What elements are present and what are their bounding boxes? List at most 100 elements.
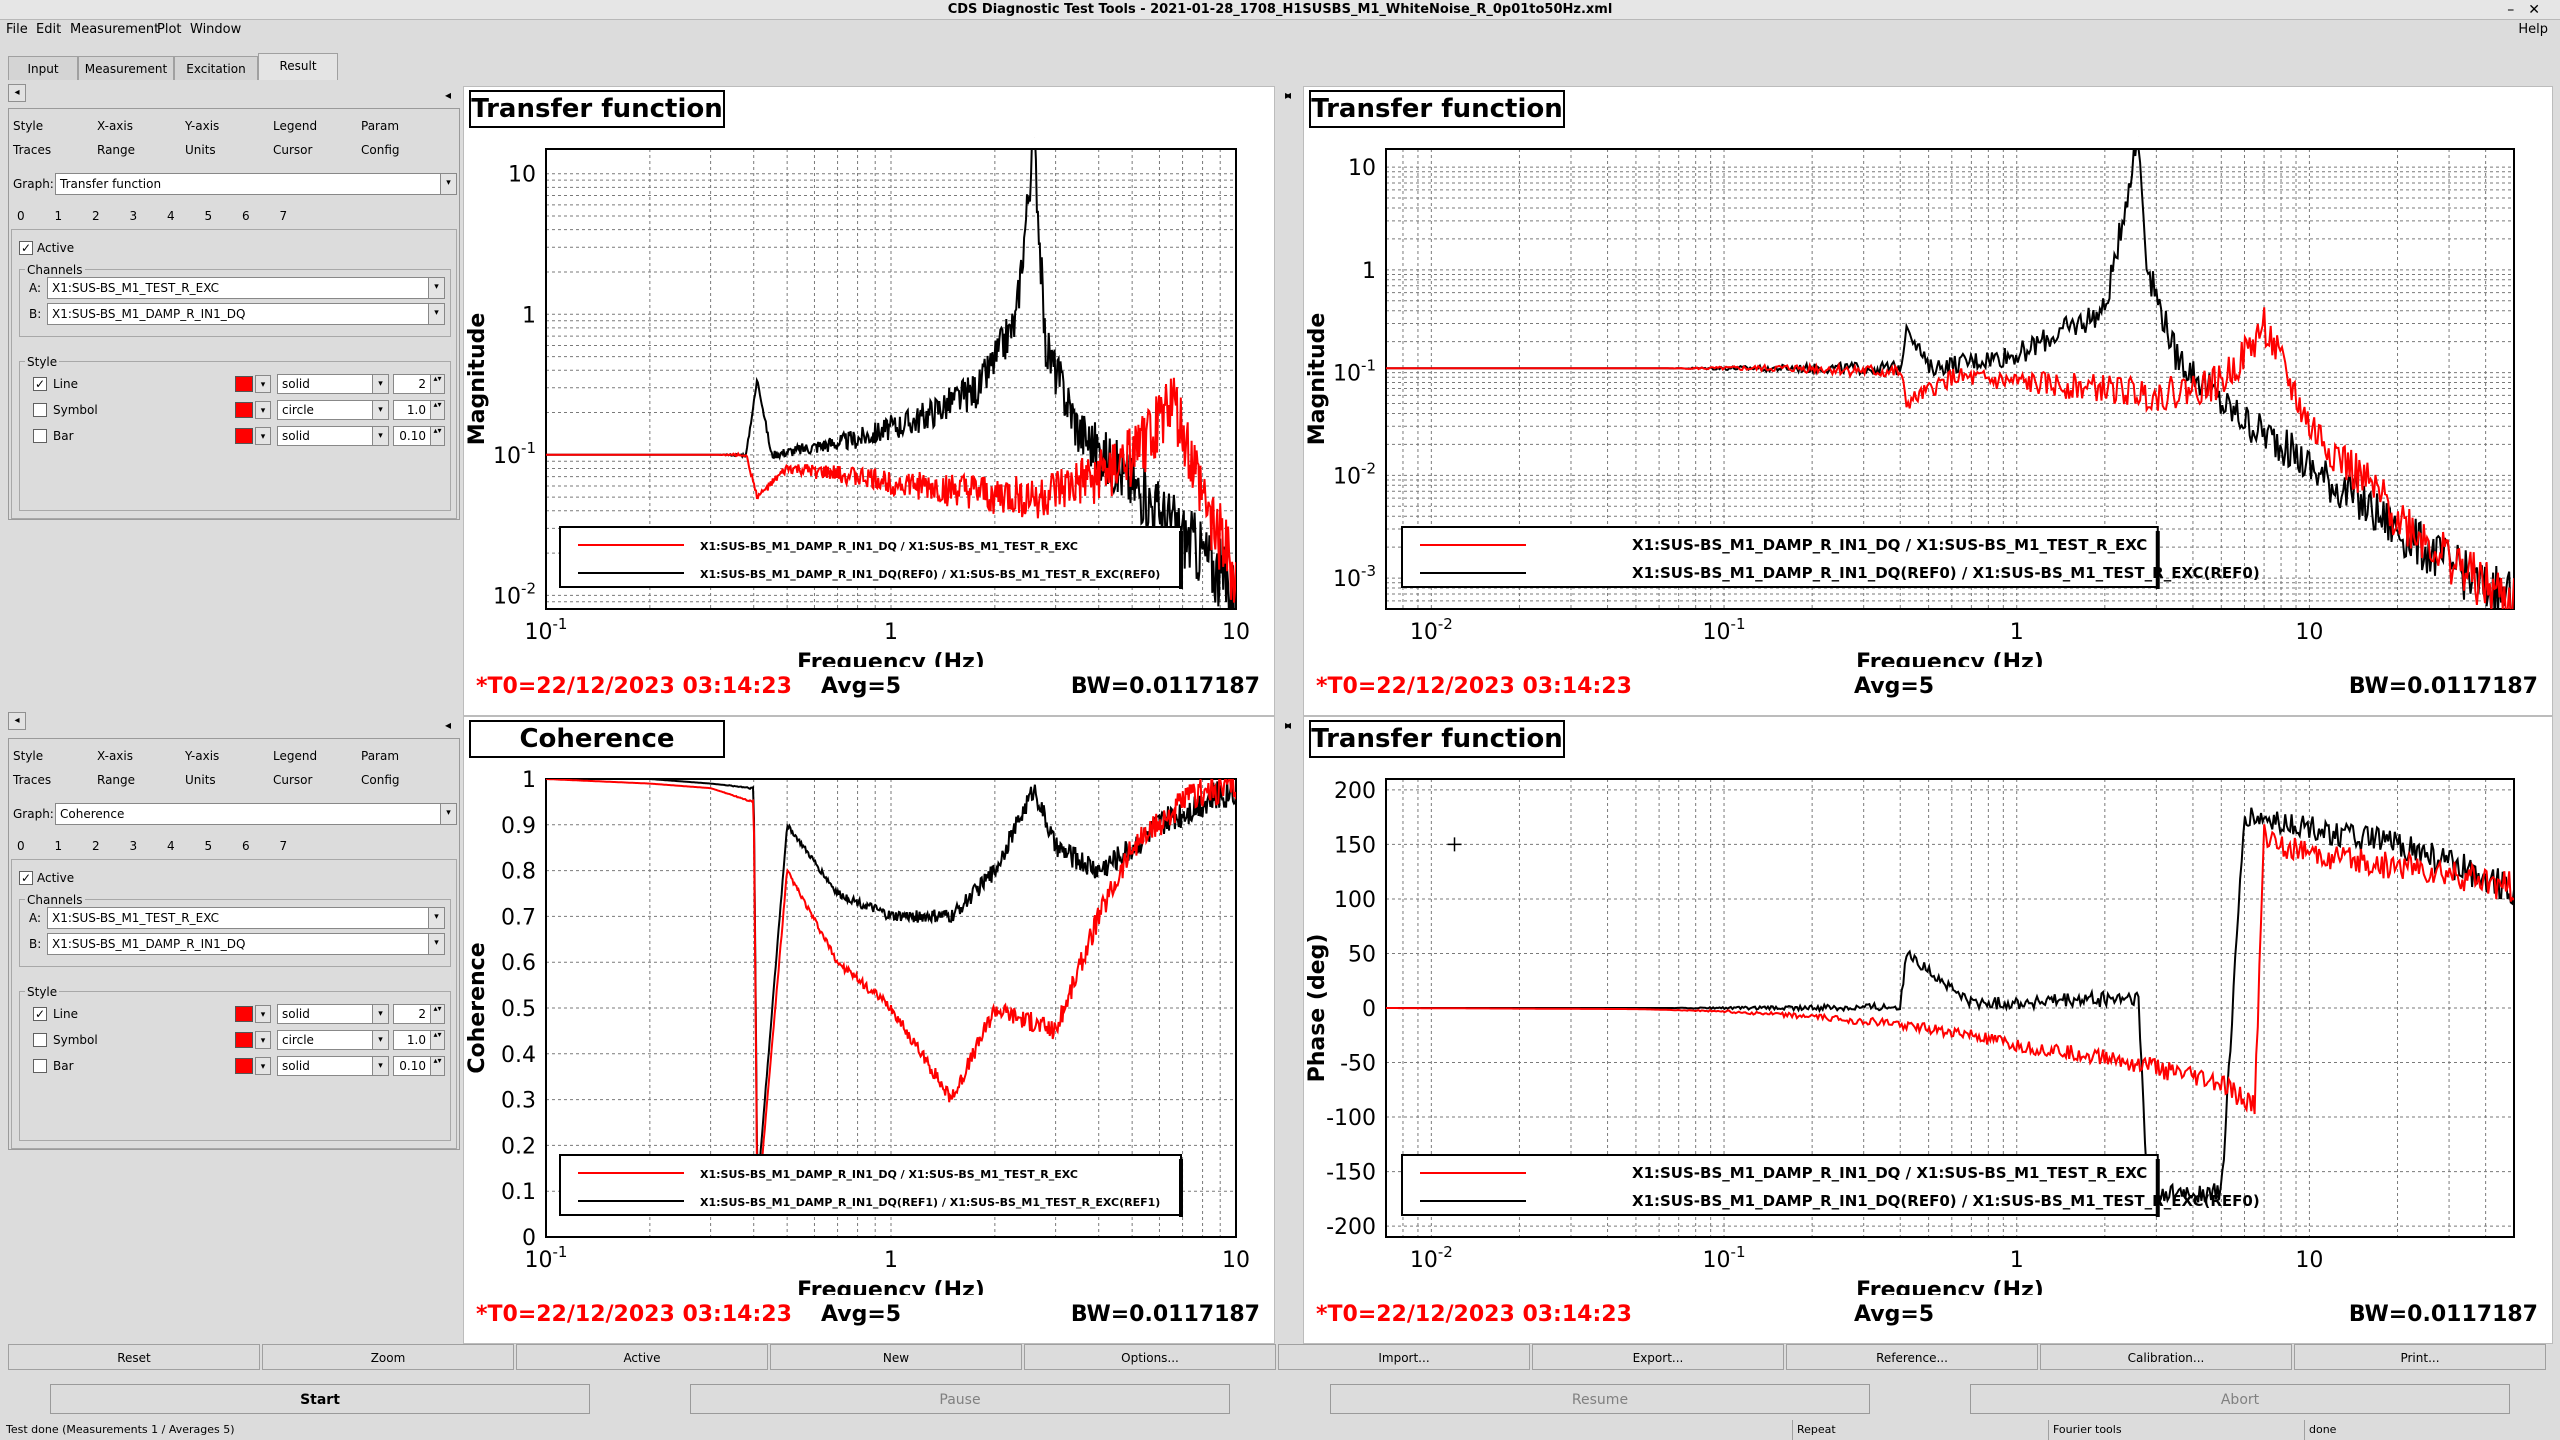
chevron-down-icon[interactable]: ▾ xyxy=(428,908,444,928)
trace-tab-6[interactable]: 6 xyxy=(242,209,250,223)
chevron-down-icon[interactable]: ▾ xyxy=(372,375,388,393)
pane-arrow-icon[interactable]: ◂ xyxy=(1285,88,1292,102)
window-controls[interactable]: –✕ xyxy=(2507,2,2554,18)
bar-style-select[interactable]: solid ▾ xyxy=(277,426,389,446)
toolbar-reference-button[interactable]: Reference... xyxy=(1786,1344,2038,1370)
symbol-size-input[interactable]: 1.0 ▴▾ xyxy=(393,400,445,420)
pane-arrow-icon[interactable]: ▸ xyxy=(1285,718,1292,732)
spin-arrows-icon[interactable]: ▴▾ xyxy=(430,1057,444,1075)
panel-tab-0-2[interactable]: Y-axis xyxy=(185,749,220,763)
line-style-select[interactable]: solid ▾ xyxy=(277,374,389,394)
active-checkbox[interactable]: ✓ xyxy=(19,241,33,255)
panel-tab-0-4[interactable]: Param xyxy=(361,749,400,763)
channel-b-select[interactable]: X1:SUS-BS_M1_DAMP_R_IN1_DQ ▾ xyxy=(47,933,445,955)
tab-input[interactable]: Input xyxy=(8,56,78,80)
panel-tab-1-2[interactable]: Units xyxy=(185,143,216,157)
spin-arrows-icon[interactable]: ▴▾ xyxy=(430,401,444,419)
trace-tab-4[interactable]: 4 xyxy=(167,209,175,223)
bar-checkbox[interactable] xyxy=(33,1059,47,1073)
chevron-down-icon[interactable]: ▾ xyxy=(372,1057,388,1075)
line-checkbox[interactable]: ✓ xyxy=(33,1007,47,1021)
panel-tab-0-1[interactable]: X-axis xyxy=(97,749,133,763)
chevron-down-icon[interactable]: ▾ xyxy=(372,401,388,419)
panel-tab-0-3[interactable]: Legend xyxy=(273,119,318,133)
chevron-down-icon[interactable]: ▾ xyxy=(255,375,271,393)
toolbar-zoom-button[interactable]: Zoom xyxy=(262,1344,514,1370)
trace-tab-1[interactable]: 1 xyxy=(54,209,63,223)
pane-arrow-icon[interactable]: ◂ xyxy=(445,88,452,102)
menu-file[interactable]: File xyxy=(6,22,28,37)
channel-a-select[interactable]: X1:SUS-BS_M1_TEST_R_EXC ▾ xyxy=(47,277,445,299)
symbol-style-select[interactable]: circle ▾ xyxy=(277,1030,389,1050)
trace-tab-1[interactable]: 1 xyxy=(54,839,63,853)
spin-arrows-icon[interactable]: ▴▾ xyxy=(430,427,444,445)
line-size-input[interactable]: 2 ▴▾ xyxy=(393,1004,445,1024)
trace-tab-3[interactable]: 3 xyxy=(129,839,138,853)
panel-tab-0-2[interactable]: Y-axis xyxy=(185,119,220,133)
panel-tab-1-1[interactable]: Range xyxy=(97,143,136,157)
menu-measurement[interactable]: Measurement xyxy=(70,22,160,37)
panel-tab-0-0[interactable]: Style xyxy=(13,119,44,133)
start-button[interactable]: Start xyxy=(50,1384,590,1414)
panel-tab-1-0[interactable]: Traces xyxy=(13,143,52,157)
toolbar-reset-button[interactable]: Reset xyxy=(8,1344,260,1370)
toolbar-print-button[interactable]: Print... xyxy=(2294,1344,2546,1370)
active-checkbox[interactable]: ✓ xyxy=(19,871,33,885)
collapse-arrow-icon[interactable]: ◂ xyxy=(8,712,26,730)
panel-tab-1-3[interactable]: Cursor xyxy=(273,773,313,787)
pane-arrow-icon[interactable]: ◂ xyxy=(1285,718,1292,732)
chevron-down-icon[interactable]: ▾ xyxy=(255,1031,271,1049)
chevron-down-icon[interactable]: ▾ xyxy=(428,304,444,324)
trace-tab-2[interactable]: 2 xyxy=(92,839,100,853)
channel-b-select[interactable]: X1:SUS-BS_M1_DAMP_R_IN1_DQ ▾ xyxy=(47,303,445,325)
trace-tab-0[interactable]: 0 xyxy=(17,839,25,853)
bar-checkbox[interactable] xyxy=(33,429,47,443)
tab-excitation[interactable]: Excitation xyxy=(174,56,258,80)
panel-tab-0-4[interactable]: Param xyxy=(361,119,400,133)
line-checkbox[interactable]: ✓ xyxy=(33,377,47,391)
chevron-down-icon[interactable]: ▾ xyxy=(440,174,456,194)
spin-arrows-icon[interactable]: ▴▾ xyxy=(430,1005,444,1023)
chevron-down-icon[interactable]: ▾ xyxy=(255,427,271,445)
trace-tab-5[interactable]: 5 xyxy=(204,839,213,853)
toolbar-options-button[interactable]: Options... xyxy=(1024,1344,1276,1370)
bar-color-swatch[interactable] xyxy=(235,428,253,444)
symbol-checkbox[interactable] xyxy=(33,1033,47,1047)
chevron-down-icon[interactable]: ▾ xyxy=(372,1005,388,1023)
toolbar-export-button[interactable]: Export... xyxy=(1532,1344,1784,1370)
spin-arrows-icon[interactable]: ▴▾ xyxy=(430,375,444,393)
toolbar-active-button[interactable]: Active xyxy=(516,1344,768,1370)
trace-tab-2[interactable]: 2 xyxy=(92,209,100,223)
collapse-arrow-icon[interactable]: ◂ xyxy=(8,84,26,102)
line-size-input[interactable]: 2 ▴▾ xyxy=(393,374,445,394)
spin-arrows-icon[interactable]: ▴▾ xyxy=(430,1031,444,1049)
panel-tab-0-0[interactable]: Style xyxy=(13,749,44,763)
bar-size-input[interactable]: 0.10 ▴▾ xyxy=(393,426,445,446)
chevron-down-icon[interactable]: ▾ xyxy=(428,278,444,298)
menu-plot[interactable]: Plot xyxy=(157,22,182,37)
plot-pane[interactable]: Coherence *T0=22/12/2023 03:14:23 Avg=5 BW=… xyxy=(463,716,1275,1344)
trace-tab-0[interactable]: 0 xyxy=(17,209,25,223)
toolbar-calibration-button[interactable]: Calibration... xyxy=(2040,1344,2292,1370)
symbol-checkbox[interactable] xyxy=(33,403,47,417)
symbol-color-swatch[interactable] xyxy=(235,402,253,418)
pane-arrow-icon[interactable]: ◂ xyxy=(445,718,452,732)
menu-window[interactable]: Window xyxy=(190,22,242,37)
plot-pane[interactable]: Transfer function *T0=22/12/2023 03:14:23… xyxy=(1303,86,2553,716)
panel-tab-1-1[interactable]: Range xyxy=(97,773,136,787)
chevron-down-icon[interactable]: ▾ xyxy=(372,1031,388,1049)
panel-tab-1-4[interactable]: Config xyxy=(361,773,400,787)
tab-result[interactable]: Result xyxy=(258,53,338,80)
trace-tab-4[interactable]: 4 xyxy=(167,839,175,853)
pause-button[interactable]: Pause xyxy=(690,1384,1230,1414)
panel-tab-1-4[interactable]: Config xyxy=(361,143,400,157)
panel-tab-1-0[interactable]: Traces xyxy=(13,773,52,787)
graph-select[interactable]: Coherence ▾ xyxy=(55,803,457,825)
symbol-style-select[interactable]: circle ▾ xyxy=(277,400,389,420)
channel-a-select[interactable]: X1:SUS-BS_M1_TEST_R_EXC ▾ xyxy=(47,907,445,929)
line-style-select[interactable]: solid ▾ xyxy=(277,1004,389,1024)
bar-color-swatch[interactable] xyxy=(235,1058,253,1074)
graph-select[interactable]: Transfer function ▾ xyxy=(55,173,457,195)
bar-size-input[interactable]: 0.10 ▴▾ xyxy=(393,1056,445,1076)
tab-measurement[interactable]: Measurement xyxy=(78,56,174,80)
